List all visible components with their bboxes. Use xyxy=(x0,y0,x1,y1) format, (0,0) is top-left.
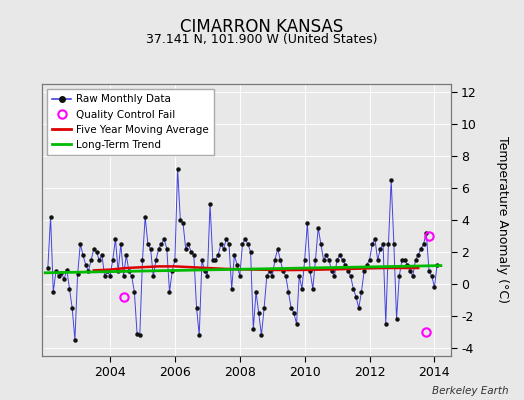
Legend: Raw Monthly Data, Quality Control Fail, Five Year Moving Average, Long-Term Tren: Raw Monthly Data, Quality Control Fail, … xyxy=(47,89,214,155)
Text: 37.141 N, 101.900 W (United States): 37.141 N, 101.900 W (United States) xyxy=(146,33,378,46)
Text: Berkeley Earth: Berkeley Earth xyxy=(432,386,508,396)
Y-axis label: Temperature Anomaly (°C): Temperature Anomaly (°C) xyxy=(496,136,509,304)
Text: CIMARRON KANSAS: CIMARRON KANSAS xyxy=(180,18,344,36)
